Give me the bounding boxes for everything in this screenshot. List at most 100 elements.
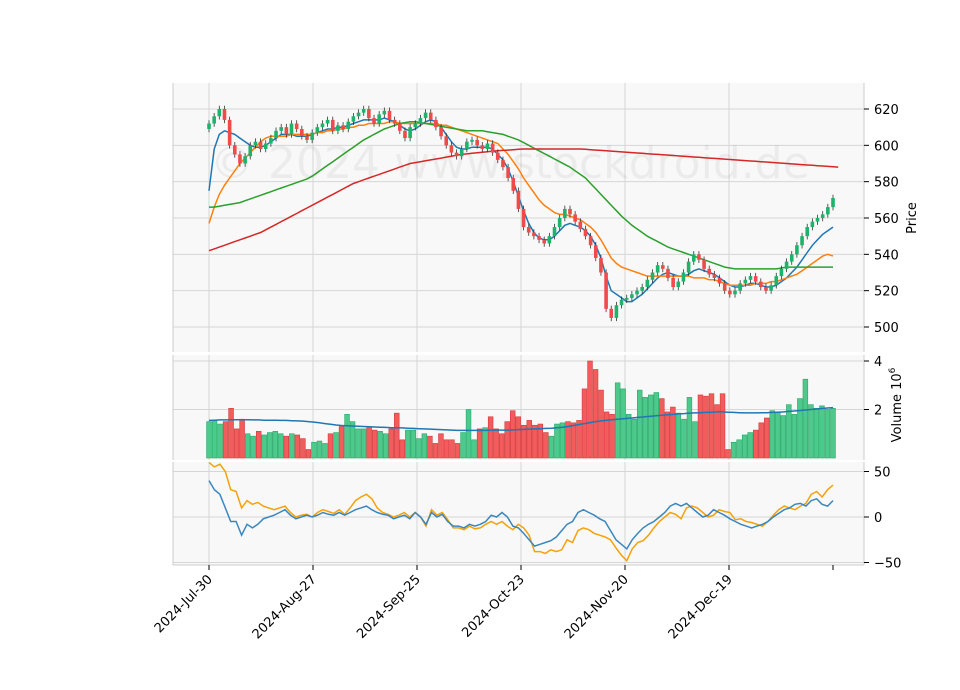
price-ma-line-3 — [208, 148, 839, 252]
candle-body — [593, 245, 598, 258]
candle-body — [691, 254, 696, 262]
candle-body — [702, 259, 706, 269]
candle-body — [542, 239, 547, 244]
candle-body — [325, 119, 330, 124]
candle-body — [697, 254, 701, 260]
candle-body — [294, 123, 299, 129]
volume-bar — [526, 420, 532, 459]
volume-bar — [708, 393, 715, 459]
candle-body — [361, 109, 366, 113]
volume-bar — [289, 433, 295, 459]
candle-body — [707, 268, 712, 275]
oscillator-lines — [208, 461, 834, 563]
candle-body — [712, 274, 717, 278]
volume-bar — [427, 435, 433, 459]
candle-body — [733, 290, 737, 295]
candle-body — [227, 119, 232, 146]
candle-body — [624, 297, 629, 300]
candle-body — [475, 139, 479, 146]
volume-bar — [211, 420, 218, 459]
volume-bar — [278, 433, 284, 459]
candle-body — [439, 127, 443, 137]
volume-bar — [797, 398, 803, 459]
oscillator-tick-label: 50 — [874, 466, 891, 481]
volume-bar — [576, 420, 582, 459]
volume-bar — [504, 421, 510, 459]
volume-bar — [670, 406, 676, 459]
volume-bar — [394, 412, 400, 459]
candle-body — [800, 236, 804, 246]
candle-body — [465, 141, 469, 149]
candle-body — [759, 281, 763, 288]
volume-bar — [305, 449, 312, 459]
candle-body — [655, 265, 660, 273]
candle-body — [583, 228, 588, 237]
candle-body — [258, 141, 263, 149]
volume-bar — [681, 418, 687, 459]
candle-body — [764, 287, 768, 291]
candle-body — [367, 109, 371, 119]
price-tick-label: 520 — [874, 285, 899, 300]
volume-bar — [786, 404, 792, 459]
candle-body — [434, 119, 438, 128]
volume-bar — [614, 382, 621, 459]
date-tick-label: 2024-Aug-27 — [250, 572, 320, 642]
candle-body — [810, 221, 815, 228]
candle-body — [630, 294, 634, 298]
candle-body — [284, 127, 289, 135]
candle-body — [738, 283, 742, 291]
candle-body — [351, 116, 356, 122]
volume-bar — [311, 441, 317, 459]
volume-bar — [421, 433, 428, 459]
volume-bar — [741, 434, 748, 459]
candle-body — [506, 167, 510, 179]
candle-body — [392, 119, 397, 124]
candle-body — [820, 214, 825, 218]
candle-body — [609, 308, 614, 318]
candle-body — [232, 145, 237, 155]
candle-body — [686, 261, 691, 273]
candle-body — [774, 276, 779, 286]
candle-body — [408, 127, 412, 139]
volume-bar — [764, 417, 770, 459]
candle-body — [238, 154, 242, 164]
volume-bar — [493, 428, 499, 459]
candle-body — [588, 236, 593, 246]
candle-body — [387, 110, 392, 120]
candle-body — [640, 287, 644, 291]
price-tick-label: 600 — [874, 139, 899, 154]
volume-bar — [692, 421, 698, 459]
volume-bar — [532, 424, 538, 459]
candle-body — [676, 281, 681, 288]
volume-bar — [449, 439, 455, 459]
candle-body — [248, 145, 253, 157]
date-tick-label: 2024-Dec-19 — [666, 572, 736, 642]
volume-bar — [233, 428, 240, 459]
candle-body — [805, 227, 810, 237]
date-tick-label: 2024-Jul-30 — [152, 572, 216, 636]
volume-bar — [824, 409, 831, 459]
candle-body — [650, 272, 655, 280]
volume-bar — [360, 428, 367, 459]
candle-body — [470, 139, 474, 142]
candle-body — [501, 159, 505, 168]
volume-bar — [487, 416, 494, 459]
candle-body — [315, 127, 320, 133]
candle-body — [563, 208, 567, 218]
volume-bar — [349, 421, 356, 459]
candle-body — [779, 268, 784, 277]
volume-axis-title-text: Volume 10 — [890, 373, 905, 442]
volume-bar — [377, 431, 383, 459]
candle-body — [263, 143, 268, 149]
candle-body — [207, 123, 211, 129]
volume-bar — [758, 422, 764, 459]
candle-body — [795, 245, 799, 255]
candle-body — [480, 145, 485, 149]
volume-bar — [686, 397, 693, 459]
volume-bar — [830, 407, 836, 459]
candle-body — [521, 208, 526, 228]
candle-body — [418, 118, 423, 124]
candle-body — [377, 114, 381, 124]
volume-bar — [648, 394, 654, 459]
price-candles — [207, 105, 835, 322]
